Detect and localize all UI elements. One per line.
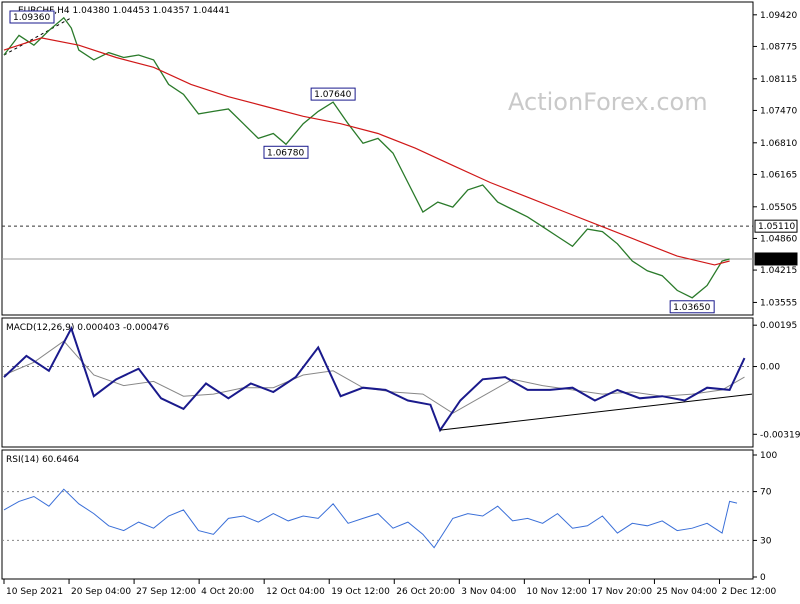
watermark: ActionForex.com [508,88,708,116]
series-line-0 [3,16,730,299]
rsi-panel: RSI(14) 60.6464 100 70 30 0 [1,449,777,583]
rsi-plot: 100 70 30 0 [2,451,777,583]
series-line-1 [3,37,730,266]
macd-y-tick-label: -0.003195 [760,430,800,440]
level-label-box [754,252,798,266]
rsi-y-tick-label: 30 [760,536,772,546]
price-y-tick-label: 1.08115 [760,75,797,85]
rsi-panel-frame [1,449,754,580]
rsi-y-tick-label: 70 [760,488,772,498]
x-tick-label: 10 Sep 2021 [6,587,63,597]
annotation-label: 1.03650 [673,303,710,313]
level-label: 1.04441 [758,255,795,265]
annotation-box [9,10,55,24]
annotation-label: 1.06780 [267,148,304,158]
price-y-tick-label: 1.04860 [760,234,797,244]
level-label: 1.05110 [758,222,795,232]
rsi-y-tick-label: 100 [760,451,777,461]
x-tick-label: 10 Nov 12:00 [526,587,587,597]
price-panel: ActionForex.com EURCHF,H4 1.04380 1.0445… [1,1,798,316]
trend-line-dashed [3,17,72,56]
x-tick-label: 3 Nov 04:00 [461,587,516,597]
price-plot: 1.09420 1.08775 1.08115 1.07470 1.06810 1.061… [2,10,798,314]
x-axis: 10 Sep 2021 20 Sep 04:00 27 Sep 12:00 4 Oct… [3,579,777,597]
x-tick-label: 27 Sep 12:00 [136,587,196,597]
annotation-box [263,145,309,159]
price-y-tick-label: 1.07470 [760,106,797,116]
macd-panel-frame [1,317,754,448]
price-y-tick-label: 1.08775 [760,42,797,52]
series-line-0 [3,325,746,433]
price-y-tick-label: 1.06165 [760,170,797,180]
x-tick-label: 25 Nov 04:00 [656,587,717,597]
macd-panel: MACD(12,26,9) 0.000403 -0.000476 0.00195… [1,317,800,448]
x-tick-label: 20 Sep 04:00 [71,587,131,597]
macd-header: MACD(12,26,9) 0.000403 -0.000476 [6,323,169,333]
annotation-box [669,300,715,314]
rsi-header: RSI(14) 60.6464 [6,455,79,465]
annotation-label: 1.09360 [13,13,50,23]
annotation-label: 1.07640 [314,90,351,100]
macd-trend-line [440,393,753,431]
price-y-tick-label: 1.05505 [760,203,797,213]
x-tick-label: 2 Dec 12:00 [721,587,776,597]
macd-y-tick-label: 0.00195 [760,321,797,331]
level-label-box [754,219,798,233]
annotation-box [310,87,356,101]
macd-plot: 0.00195 0.00 -0.003195 [2,321,800,440]
price-y-tick-label: 1.09420 [760,11,797,21]
x-tick-label: 12 Oct 04:00 [266,587,325,597]
series-line-0 [3,488,738,549]
price-y-tick-label: 1.03555 [760,298,797,308]
x-tick-label: 26 Oct 20:00 [396,587,455,597]
rsi-y-tick-label: 0 [760,573,766,583]
price-y-tick-label: 1.06810 [760,139,797,149]
x-tick-label: 4 Oct 20:00 [201,587,254,597]
price-y-tick-label: 1.04215 [760,266,797,276]
macd-y-tick-label: 0.00 [760,363,780,373]
x-tick-label: 19 Oct 12:00 [331,587,390,597]
x-tick-label: 17 Nov 20:00 [591,587,652,597]
price-panel-frame [1,1,754,316]
price-header: EURCHF,H4 1.04380 1.04453 1.04357 1.0444… [18,6,230,16]
